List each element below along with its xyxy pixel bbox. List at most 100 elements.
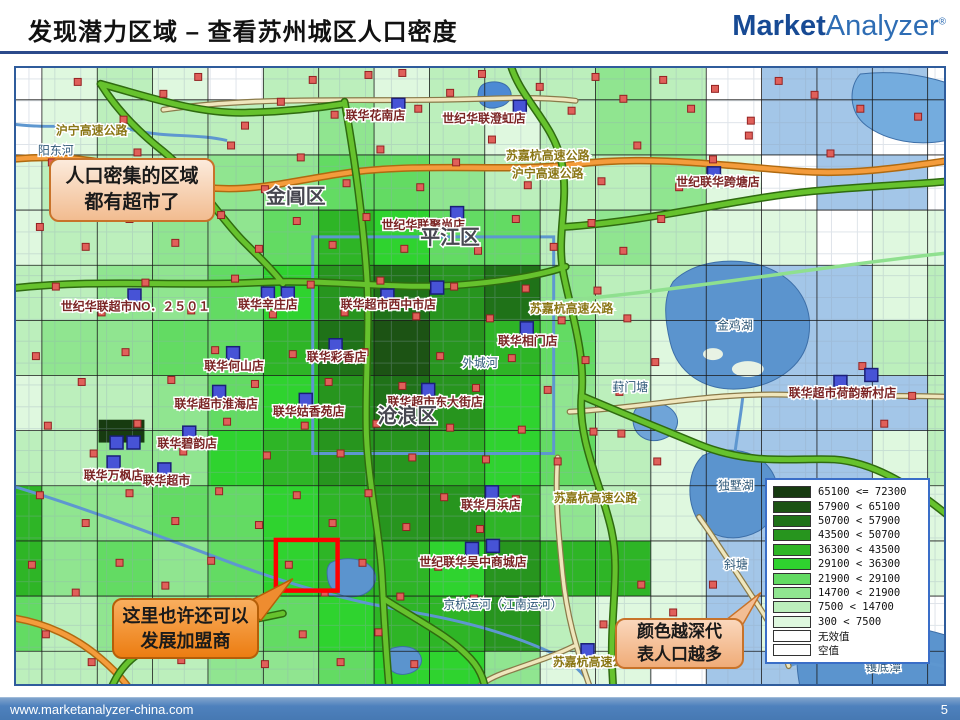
store-marker — [481, 455, 490, 464]
legend-label: 65100 <= 72300 — [818, 486, 907, 499]
legend-label: 空值 — [818, 645, 839, 657]
store-marker — [372, 419, 381, 428]
water-label: 葑门塘 — [612, 380, 648, 394]
store-marker — [476, 525, 484, 533]
store-marker — [452, 158, 461, 167]
store-marker — [709, 155, 717, 164]
legend-label: 57900 < 65100 — [818, 500, 901, 513]
store-marker — [288, 350, 297, 359]
tan-roads — [160, 94, 944, 684]
supermarket-marker — [225, 345, 241, 361]
legend-item: 65100 <= 72300 — [773, 485, 922, 499]
store-marker — [292, 217, 301, 225]
legend-swatch — [773, 586, 811, 599]
store-marker — [711, 84, 719, 93]
supermarket-marker — [484, 485, 500, 500]
store-marker — [880, 419, 889, 428]
map-frame: 阳东河 外城河 葑门塘 金鸡湖 独墅湖 斜塘 京杭运河（江南运河） 镬底潭 沪宁高速公路 苏嘉杭高… — [14, 66, 946, 686]
store-marker — [619, 94, 628, 103]
store-label: 联华辛庄店 — [238, 297, 298, 311]
lake — [477, 81, 512, 109]
store-marker — [408, 453, 417, 462]
store-marker — [567, 106, 576, 115]
tan-road — [567, 392, 944, 414]
road-label: 苏嘉杭高速公路 — [530, 301, 615, 315]
supermarket-marker — [421, 382, 436, 398]
store-marker — [587, 219, 596, 227]
logo-analyzer: Analyzer — [825, 10, 939, 42]
store-marker — [43, 421, 52, 430]
callout-line: 发展加盟商 — [140, 630, 231, 651]
legend-item: 29100 < 36300 — [773, 557, 922, 571]
store-marker — [400, 244, 409, 253]
water-label: 金鸡湖 — [717, 318, 753, 332]
store-marker — [31, 352, 40, 361]
store-marker — [414, 104, 423, 113]
store-marker — [669, 608, 678, 617]
store-marker — [308, 75, 317, 84]
store-label: 联华超市西中市店 — [341, 297, 437, 311]
lake-island — [731, 361, 764, 377]
store-marker — [746, 116, 755, 125]
store-marker — [207, 556, 216, 565]
store-markers — [27, 68, 923, 669]
store-marker — [260, 660, 269, 669]
store-marker — [396, 592, 405, 601]
road-label: 沪宁高速公路 — [512, 166, 585, 180]
store-label: 联华超市 — [142, 473, 190, 487]
supermarket-markers — [106, 97, 879, 658]
legend-item: 7500 < 14700 — [773, 600, 922, 614]
store-marker — [844, 391, 853, 400]
store-marker — [97, 308, 106, 317]
store-marker — [511, 215, 520, 223]
supermarket-marker — [449, 205, 465, 221]
store-marker — [336, 658, 345, 667]
store-marker — [260, 185, 269, 194]
store-marker — [81, 519, 90, 528]
store-label: 世纪联华吴中商城店 — [419, 555, 526, 569]
store-marker — [362, 213, 371, 222]
store-label: 联华超市东大街店 — [387, 395, 483, 409]
store-marker — [328, 240, 337, 249]
map-legend: 65100 <= 72300 57900 < 65100 50700 < 57900… — [765, 478, 930, 664]
legend-label: 300 < 7500 — [818, 615, 882, 628]
store-marker — [637, 580, 646, 589]
store-marker — [364, 489, 373, 498]
store-marker — [446, 88, 455, 97]
store-marker — [336, 449, 345, 458]
highlight-rectangle — [273, 537, 340, 593]
water-label: 京杭运河（江南运河） — [443, 598, 562, 612]
lake-island — [703, 348, 723, 361]
store-marker — [81, 242, 90, 251]
legend-swatch — [773, 601, 811, 614]
store-marker — [826, 149, 835, 158]
store-marker — [557, 149, 566, 158]
legend-label: 36300 < 43500 — [818, 543, 901, 556]
store-marker — [914, 112, 923, 121]
green-road — [561, 179, 944, 230]
store-marker — [231, 274, 240, 283]
road-label: 苏嘉杭高速公路 — [554, 491, 639, 505]
store-marker — [115, 558, 124, 567]
supermarket-marker — [328, 337, 343, 353]
store-marker — [535, 82, 544, 91]
store-marker — [653, 457, 662, 466]
store-marker — [744, 131, 753, 140]
store-marker — [73, 77, 82, 86]
store-marker — [412, 312, 421, 321]
store-marker — [179, 447, 188, 456]
legend-swatch — [773, 630, 811, 643]
store-marker — [171, 238, 180, 247]
store-marker — [687, 104, 696, 113]
store-marker — [549, 242, 558, 251]
supermarket-marker — [429, 280, 445, 295]
store-marker — [250, 379, 259, 388]
callout-dense-areas: 人口密集的区域 都有超市了 — [49, 158, 215, 222]
store-marker — [485, 314, 494, 323]
light-rail-line — [544, 251, 944, 305]
store-marker — [615, 387, 624, 396]
legend-label: 无效值 — [818, 630, 850, 643]
store-marker — [77, 377, 86, 386]
